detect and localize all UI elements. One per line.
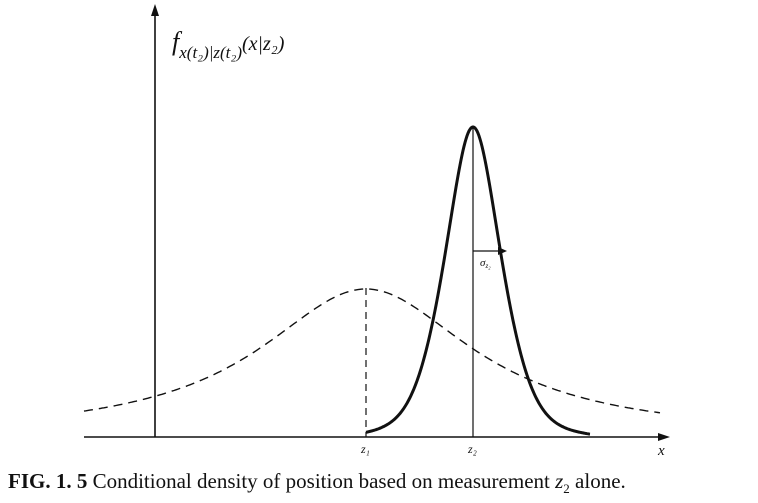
caption-symbol: z: [555, 469, 564, 493]
tick-label-z2: z₂: [467, 442, 477, 456]
sigma-arrowhead: [498, 247, 507, 255]
caption-figure-number: FIG. 1. 5: [8, 469, 88, 493]
tick-label-z1: z₁: [360, 442, 370, 456]
x-axis-label: x: [657, 443, 665, 459]
density-figure: fx(t₂)|z(t₂)(x|z₂) x zσz₂ z₁ z₂: [83, 4, 670, 459]
y-label-sub: x(t₂)|z(t₂): [178, 43, 242, 62]
solid-density-curve: [365, 125, 591, 436]
y-label-f: f: [172, 27, 183, 56]
caption-text: Conditional density of position based on…: [87, 469, 556, 493]
y-label-args: (x|z₂): [242, 33, 285, 55]
caption-tail: alone.: [569, 469, 626, 493]
y-axis-label: fx(t₂)|z(t₂)(x|z₂): [172, 27, 285, 62]
x-axis-arrow: [658, 433, 670, 441]
sigma-label: zσz₂: [480, 257, 491, 270]
caption-symbol-subscript: 2: [563, 481, 570, 497]
y-axis-arrow: [151, 4, 159, 16]
figure-caption: FIG. 1. 5 Conditional density of positio…: [8, 467, 756, 503]
dashed-density-curve: [83, 288, 661, 414]
